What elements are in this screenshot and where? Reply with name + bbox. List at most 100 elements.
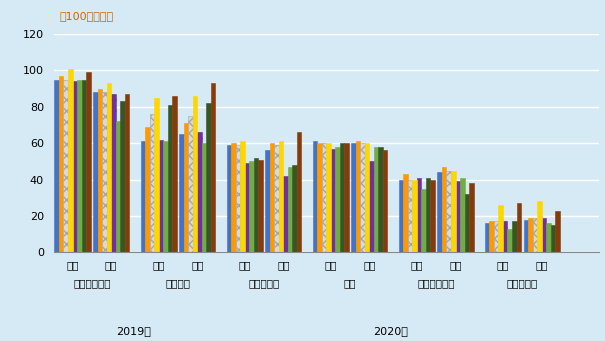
Bar (517, 203, 521, 252)
Text: シンガポール: シンガポール (73, 278, 111, 288)
Text: タイ: タイ (344, 278, 356, 288)
Bar (446, 170, 451, 252)
Bar (499, 205, 503, 252)
Bar (159, 139, 163, 252)
Bar (437, 172, 442, 252)
Bar (249, 161, 253, 252)
Bar (426, 178, 430, 252)
Bar (512, 221, 517, 252)
Bar (546, 223, 551, 252)
Bar (97, 89, 102, 252)
Bar (54, 79, 59, 252)
Bar (244, 163, 249, 252)
Bar (93, 92, 97, 252)
Bar (168, 105, 172, 252)
Bar (379, 147, 383, 252)
Bar (111, 94, 116, 252)
Text: マレーシア: マレーシア (249, 278, 280, 288)
Bar (326, 143, 331, 252)
Bar (335, 147, 340, 252)
Bar (331, 149, 335, 252)
Bar (503, 221, 508, 252)
Bar (356, 142, 361, 252)
Bar (383, 150, 387, 252)
Bar (313, 142, 317, 252)
Bar (374, 147, 379, 252)
Bar (460, 178, 465, 252)
Bar (231, 143, 236, 252)
Bar (145, 127, 149, 252)
Bar (532, 218, 537, 252)
Bar (77, 79, 82, 252)
Bar (179, 134, 184, 252)
Bar (106, 83, 111, 252)
Bar (265, 150, 270, 252)
Bar (258, 160, 263, 252)
Bar (489, 221, 494, 252)
Bar (541, 218, 546, 252)
Bar (59, 76, 64, 252)
Bar (279, 142, 283, 252)
Text: 2019年: 2019年 (116, 326, 151, 336)
Bar (116, 121, 120, 252)
Bar (73, 81, 77, 252)
Bar (64, 79, 68, 252)
Bar (413, 180, 417, 252)
Bar (184, 123, 188, 252)
Bar (86, 72, 91, 252)
Bar (193, 96, 197, 252)
Bar (365, 143, 370, 252)
Bar (456, 181, 460, 252)
Text: フィリピン: フィリピン (506, 278, 538, 288)
Bar (82, 79, 86, 252)
Bar (469, 183, 474, 252)
Bar (421, 189, 426, 252)
Bar (172, 96, 177, 252)
Bar (236, 145, 240, 252)
Bar (430, 180, 435, 252)
Bar (288, 167, 292, 252)
Bar (211, 83, 215, 252)
Bar (125, 94, 129, 252)
Bar (322, 143, 326, 252)
Bar (140, 142, 145, 252)
Bar (555, 210, 560, 252)
Bar (340, 143, 344, 252)
Bar (253, 158, 258, 252)
Bar (442, 167, 446, 252)
Text: 2020年: 2020年 (373, 326, 408, 336)
Bar (528, 218, 532, 252)
Bar (465, 194, 469, 252)
Bar (68, 69, 73, 252)
Bar (352, 143, 356, 252)
Bar (292, 165, 297, 252)
Bar (399, 180, 404, 252)
Bar (408, 180, 413, 252)
Bar (274, 145, 279, 252)
Bar (485, 223, 489, 252)
Bar (120, 101, 125, 252)
Bar (537, 202, 541, 252)
Bar (370, 161, 374, 252)
Bar (551, 225, 555, 252)
Bar (317, 143, 322, 252)
Text: ベトナム: ベトナム (165, 278, 191, 288)
Bar (417, 178, 421, 252)
Bar (344, 143, 349, 252)
Bar (270, 143, 274, 252)
Text: インドネシア: インドネシア (417, 278, 455, 288)
Bar (149, 114, 154, 252)
Bar (197, 132, 202, 252)
Bar (404, 174, 408, 252)
Bar (154, 98, 159, 252)
Bar (206, 103, 211, 252)
Bar (508, 229, 512, 252)
Bar (494, 221, 499, 252)
Bar (188, 116, 193, 252)
Bar (227, 145, 231, 252)
Bar (240, 142, 244, 252)
Bar (102, 92, 106, 252)
Text: （100万ドル）: （100万ドル） (60, 11, 114, 21)
Bar (297, 132, 301, 252)
Bar (361, 143, 365, 252)
